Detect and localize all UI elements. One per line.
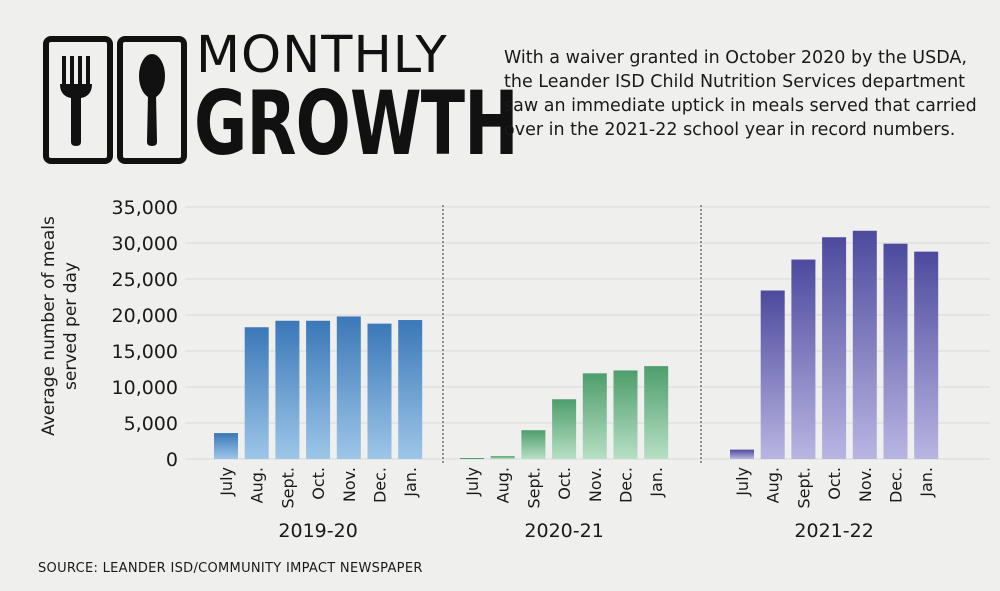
x-tick-label: Nov. bbox=[340, 467, 359, 502]
spoon-icon-box bbox=[117, 36, 187, 164]
bar-2021-22-Nov. bbox=[852, 230, 877, 459]
bar-2020-21-Oct. bbox=[552, 399, 577, 459]
y-tick-label: 25,000 bbox=[112, 269, 178, 291]
bar-2020-21-Nov. bbox=[582, 373, 607, 459]
panel-title-2020-21: 2020-21 bbox=[524, 520, 603, 542]
bar-2019-20-Dec. bbox=[367, 323, 392, 459]
bar-2019-20-Nov. bbox=[336, 316, 361, 459]
bar-layer bbox=[214, 230, 939, 459]
bar-2020-21-Aug. bbox=[490, 456, 515, 459]
x-tick-label: July bbox=[733, 467, 752, 497]
bar-2021-22-Aug. bbox=[760, 290, 785, 459]
x-tick-label: Sept. bbox=[524, 467, 543, 509]
x-tick-label: Dec. bbox=[887, 467, 906, 503]
x-tick-label: Nov. bbox=[856, 467, 875, 502]
source-note: SOURCE: LEANDER ISD/COMMUNITY IMPACT NEW… bbox=[38, 561, 423, 576]
x-tick-label: Dec. bbox=[617, 467, 636, 503]
x-tick-label: Aug. bbox=[494, 467, 513, 503]
bar-2019-20-Aug. bbox=[244, 327, 269, 459]
bar-2020-21-Dec. bbox=[613, 370, 638, 459]
panel-title-2019-20: 2019-20 bbox=[278, 520, 357, 542]
panel-dividers bbox=[442, 205, 702, 465]
bar-2019-20-July bbox=[214, 433, 238, 459]
y-tick-label: 35,000 bbox=[112, 197, 178, 219]
y-tick-label: 15,000 bbox=[112, 341, 178, 363]
panel-title-2021-22: 2021-22 bbox=[794, 520, 873, 542]
bar-2019-20-Oct. bbox=[306, 320, 331, 459]
y-tick-label: 5,000 bbox=[124, 413, 178, 435]
bar-2020-21-July bbox=[460, 458, 484, 459]
x-tick-label: Jan. bbox=[917, 467, 936, 498]
intro-text: With a waiver granted in October 2020 by… bbox=[504, 48, 977, 140]
bar-2021-22-July bbox=[730, 449, 754, 459]
x-tick-label: Aug. bbox=[248, 467, 267, 503]
bar-2021-22-Sept. bbox=[791, 259, 816, 459]
x-tick-label: Dec. bbox=[371, 467, 390, 503]
x-tick-label: Jan. bbox=[401, 467, 420, 498]
title-growth: GROWTH bbox=[194, 72, 519, 175]
x-tick-label: Nov. bbox=[586, 467, 605, 502]
x-tick-label: Sept. bbox=[794, 467, 813, 509]
bar-2021-22-Oct. bbox=[822, 237, 847, 459]
bar-2021-22-Jan. bbox=[914, 251, 939, 459]
y-tick-label: 30,000 bbox=[112, 233, 178, 255]
fork-icon bbox=[60, 56, 92, 146]
bar-2020-21-Sept. bbox=[521, 430, 546, 459]
x-tick-label: Aug. bbox=[764, 467, 783, 503]
x-tick-label: Oct. bbox=[555, 467, 574, 500]
x-tick-label: Jan. bbox=[647, 467, 666, 498]
y-axis-label-line2: served per day bbox=[61, 262, 81, 390]
bar-2019-20-Sept. bbox=[275, 320, 300, 459]
bar-2021-22-Dec. bbox=[883, 243, 908, 459]
x-tick-label: Oct. bbox=[309, 467, 328, 500]
x-tick-label: July bbox=[463, 467, 482, 497]
bar-2019-20-Jan. bbox=[398, 320, 423, 459]
title-monthly: MONTHLY bbox=[196, 26, 448, 85]
y-tick-label: 0 bbox=[166, 449, 178, 471]
bar-2020-21-Jan. bbox=[644, 366, 669, 459]
x-tick-label: Sept. bbox=[278, 467, 297, 509]
y-axis-label: Average number of meals bbox=[39, 216, 59, 436]
y-tick-label: 10,000 bbox=[112, 377, 178, 399]
spoon-icon bbox=[139, 54, 165, 146]
y-tick-label: 20,000 bbox=[112, 305, 178, 327]
x-tick-label: Oct. bbox=[825, 467, 844, 500]
x-tick-label: July bbox=[217, 467, 236, 497]
fork-icon-box bbox=[43, 36, 113, 164]
label-layer: 0 5,000 10,000 15,000 20,000 25,000 30,000 35,0… bbox=[39, 197, 936, 542]
